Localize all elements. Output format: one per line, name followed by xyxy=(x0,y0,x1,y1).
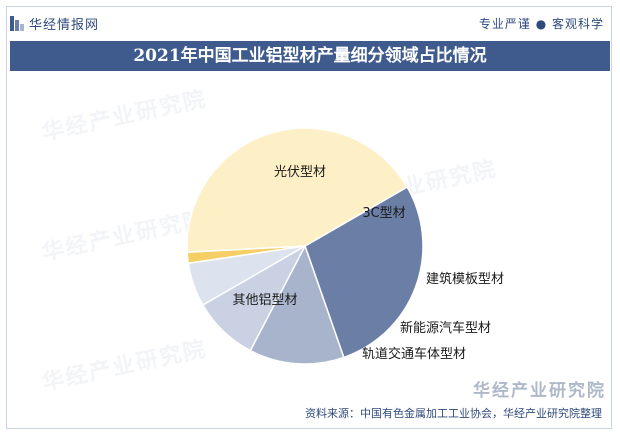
logo: 华经情报网 xyxy=(10,14,99,33)
source-note: 资料来源：中国有色金属加工工业协会，华经产业研究院整理 xyxy=(10,405,610,423)
pie-slices xyxy=(186,127,424,365)
slice-label: 轨道交通车体型材 xyxy=(362,346,466,362)
logo-icon xyxy=(10,16,24,31)
slice-label: 建筑模板型材 xyxy=(426,271,504,287)
slice-label: 3C型材 xyxy=(362,206,405,221)
source-text: 资料来源：中国有色金属加工工业协会，华经产业研究院整理 xyxy=(305,407,602,420)
pie-slice xyxy=(186,127,409,253)
slogan: 专业严谨 ● 客观科学 xyxy=(478,17,604,31)
logo-text: 华经情报网 xyxy=(29,18,100,33)
slice-label: 光伏型材 xyxy=(274,165,326,180)
header: 华经情报网 专业严谨 ● 客观科学 xyxy=(10,10,610,36)
pie-slice xyxy=(249,244,345,365)
chart-title: 2021年中国工业铝型材产量细分领域占比情况 xyxy=(10,41,610,71)
slice-label: 新能源汽车型材 xyxy=(400,320,491,336)
brand-watermark: 华经产业研究院 xyxy=(473,381,606,401)
slice-label: 其他铝型材 xyxy=(232,293,297,308)
